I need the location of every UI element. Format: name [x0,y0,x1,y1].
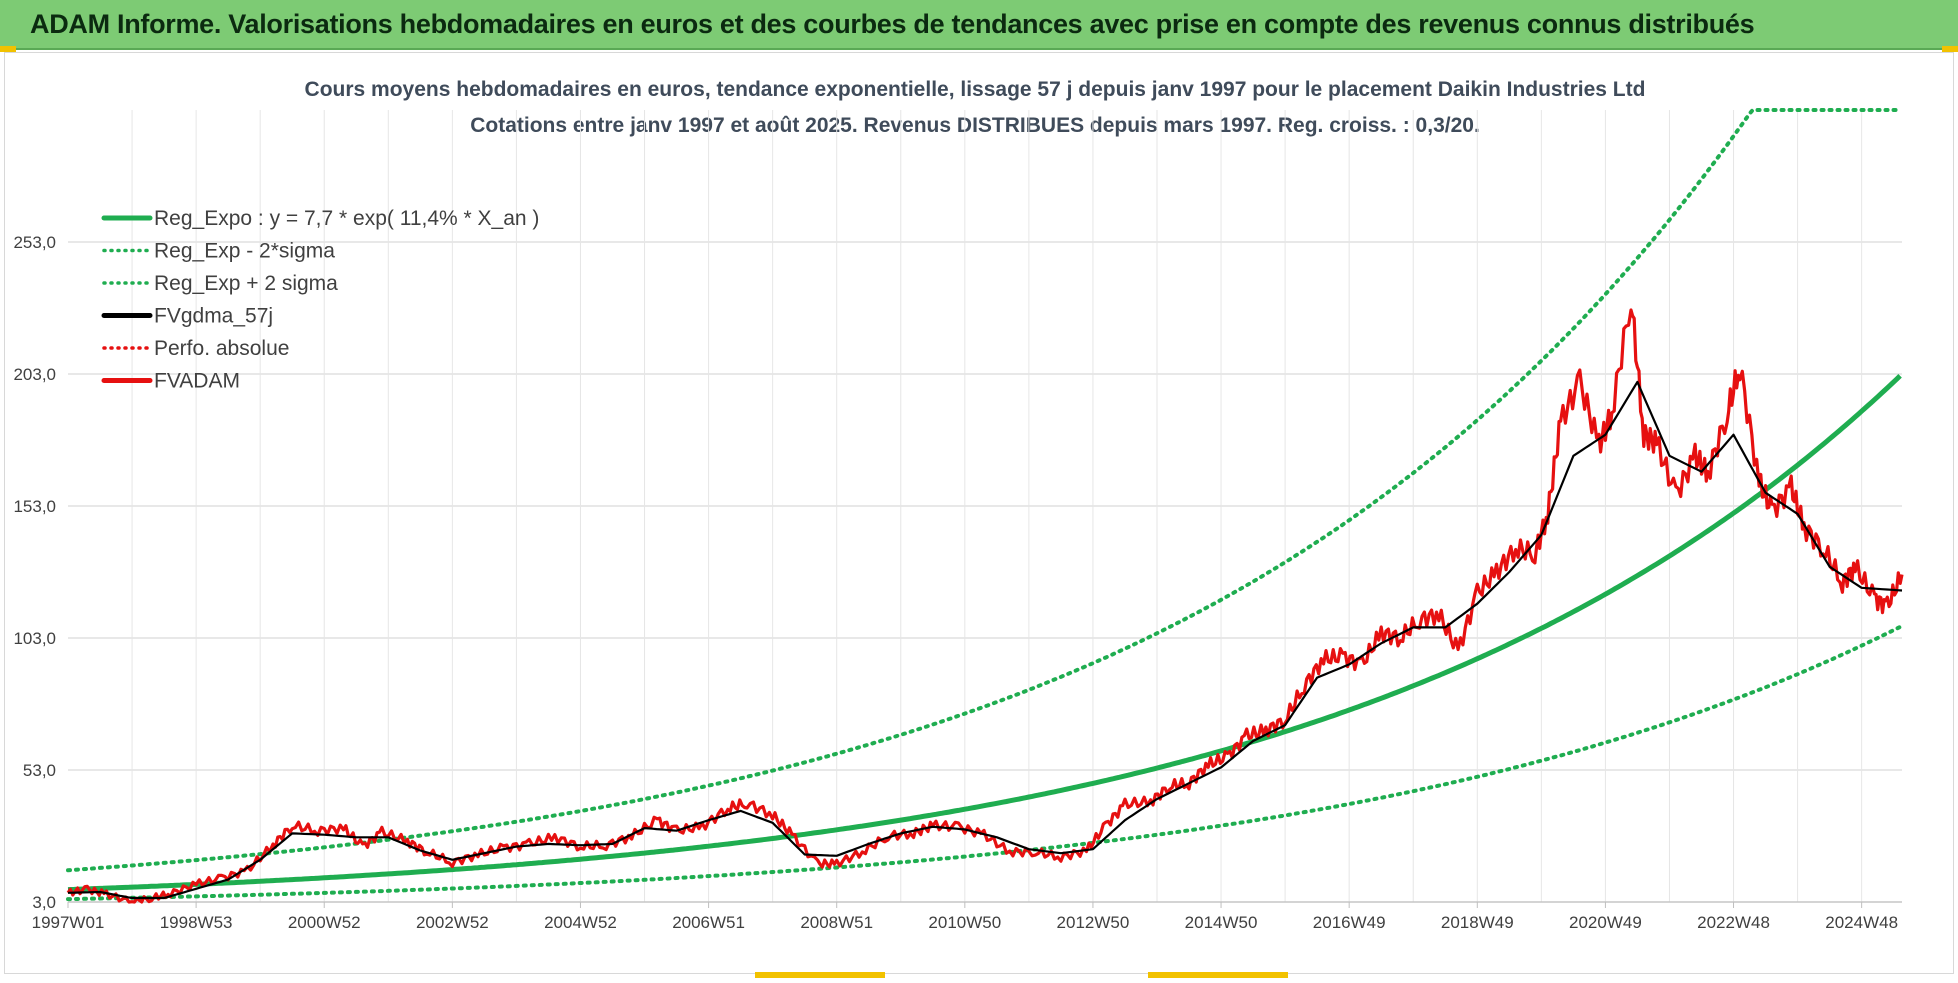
y-axis-ticks: 3,0 53,0 103,0 153,0 203,0 253,0 [13,233,56,912]
x-tick-label: 2004W52 [544,913,617,932]
chart-title-line2: Cotations entre janv 1997 et août 2025. … [470,114,1480,137]
legend-label: Reg_Exp - 2*sigma [154,240,335,263]
bottom-marker-1 [755,972,885,978]
x-tick-label: 1998W53 [160,913,233,932]
x-tick-label: 2018W49 [1441,913,1514,932]
x-tick-label: 2014W50 [1185,913,1258,932]
reg-expo-line [67,374,1902,893]
x-tick-label: 2022W48 [1697,913,1770,932]
x-tick-label: 2020W49 [1569,913,1642,932]
y-tick-label: 103,0 [13,629,56,648]
x-tick-label: 2010W50 [928,913,1001,932]
x-tick-label: 2006W51 [672,913,745,932]
x-tick-label: 2016W49 [1313,913,1386,932]
chart-area: Cours moyens hebdomadaires en euros, ten… [0,52,1958,978]
corner-marker-left [0,46,16,52]
legend-label: Reg_Expo : y = 7,7 * exp( 11,4% * X_an ) [154,207,539,230]
reg-exp-minus-2sigma-line [66,624,1903,902]
x-axis-ticks: 1997W01 1998W53 2000W52 2002W52 2004W52 2006W… [32,902,1898,932]
x-tick-label: 2008W51 [800,913,873,932]
trend-chart: Cours moyens hebdomadaires en euros, ten… [13,78,1904,932]
legend-label: FVgdma_57j [154,305,273,328]
series-lines [66,108,1904,904]
x-tick-label: 2002W52 [416,913,489,932]
bottom-marker-2 [1148,972,1288,978]
legend: Reg_Expo : y = 7,7 * exp( 11,4% * X_an )… [101,207,539,393]
legend-label: Perfo. absolue [154,337,289,360]
y-tick-label: 153,0 [13,497,56,516]
y-tick-label: 253,0 [13,233,56,252]
x-tick-label: 2012W50 [1057,913,1130,932]
report-title: ADAM Informe. Valorisations hebdomadaire… [30,9,1755,39]
fvgdma-57j-line [67,380,1903,900]
chart-title-line1: Cours moyens hebdomadaires en euros, ten… [305,78,1646,101]
fvadam-line [66,308,1904,904]
x-tick-label: 1997W01 [32,913,105,932]
y-tick-label: 53,0 [23,761,56,780]
legend-label: Reg_Exp + 2 sigma [154,272,338,295]
x-tick-label: 2024W48 [1825,913,1898,932]
y-tick-label: 3,0 [32,893,56,912]
y-tick-label: 203,0 [13,365,56,384]
corner-marker-right [1942,46,1958,52]
x-tick-label: 2000W52 [288,913,361,932]
legend-label: FVADAM [154,370,240,393]
report-banner: ADAM Informe. Valorisations hebdomadaire… [0,0,1958,50]
